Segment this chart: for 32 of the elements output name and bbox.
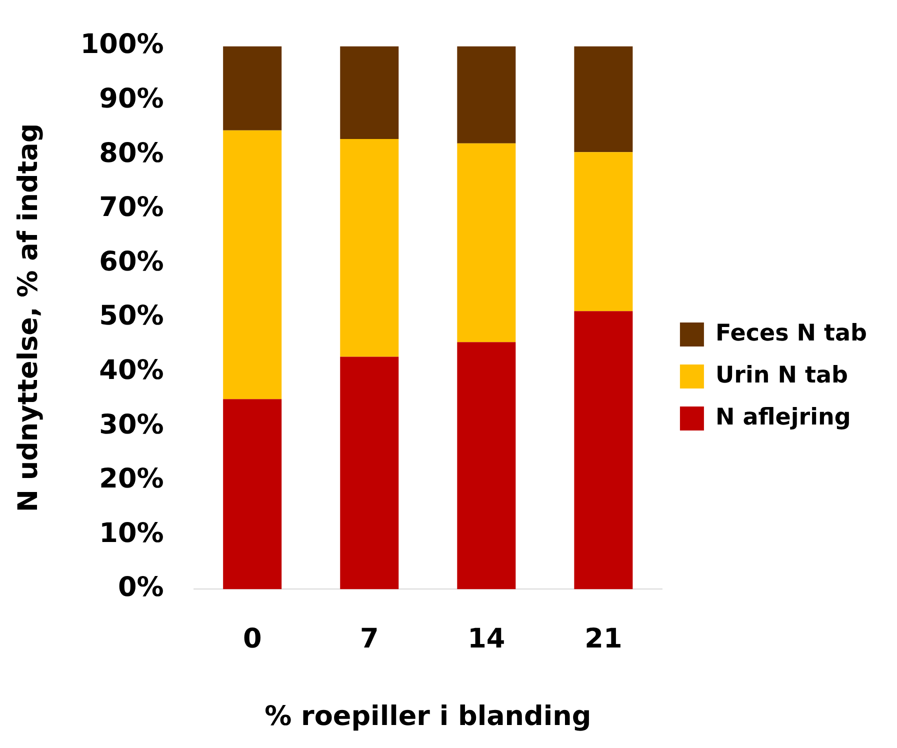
y-tick-label: 20% <box>99 464 164 495</box>
y-tick-label: 50% <box>99 300 164 332</box>
y-tick-label: 90% <box>99 84 164 115</box>
legend-label: Urin N tab <box>715 362 848 388</box>
y-tick-label: 80% <box>99 138 164 169</box>
bar <box>457 143 516 342</box>
legend-label: N aflejring <box>715 404 851 430</box>
y-tick-label: 0% <box>118 572 164 604</box>
bar <box>574 46 633 152</box>
bar <box>340 46 399 140</box>
bar <box>574 152 633 312</box>
bar <box>340 356 399 590</box>
y-tick-label: 10% <box>99 518 164 549</box>
bar <box>223 399 282 590</box>
legend-label: Feces N tab <box>715 320 868 346</box>
bar <box>340 139 399 357</box>
y-tick-label: 40% <box>99 355 164 386</box>
bar <box>223 130 282 400</box>
y-tick-label: 60% <box>99 246 164 278</box>
y-tick-label: 70% <box>99 192 164 224</box>
x-axis-title: % roepiller i blanding <box>264 700 592 732</box>
bar <box>457 342 516 590</box>
y-tick-label: 30% <box>99 409 164 440</box>
bar <box>574 311 633 590</box>
bar <box>223 46 282 130</box>
y-tick-label: 100% <box>80 29 164 60</box>
x-tick-label: 21 <box>584 623 622 654</box>
y-axis-title: N udnyttelse, % af indtag <box>13 123 44 512</box>
x-tick-label: 0 <box>242 623 262 654</box>
x-tick-label: 14 <box>468 623 506 654</box>
x-tick-label: 7 <box>360 623 379 654</box>
bar <box>457 46 516 144</box>
